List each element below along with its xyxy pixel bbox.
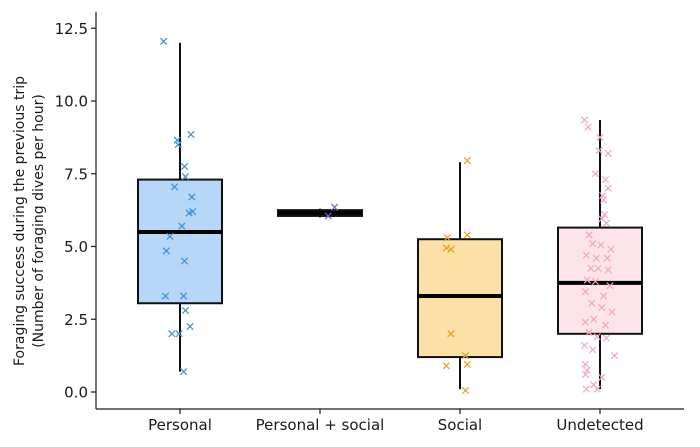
data-point [583,366,591,374]
data-point [581,318,590,326]
data-point [596,133,604,141]
data-point [589,239,597,248]
data-point [601,175,610,184]
data-point [580,116,589,124]
data-point [180,257,189,265]
data-point [607,245,615,254]
data-point [442,244,450,252]
box [417,238,503,359]
data-point [178,222,186,230]
data-point [161,292,170,300]
data-point [175,330,183,338]
data-point [592,254,600,262]
data-point [461,352,470,360]
data-point [584,123,592,131]
data-point [583,276,591,284]
data-point [598,303,606,312]
data-point [591,277,600,286]
data-point [166,232,174,240]
data-point [597,241,605,249]
data-point [602,334,610,342]
data-point [162,247,170,255]
axes [95,12,684,410]
data-point [186,322,194,331]
y-axis-ticks: 0.0 2.5 5.0 7.5 10.0 12.5 [55,20,96,402]
x-tick-label: Personal [148,416,212,434]
data-point [604,184,612,192]
data-point [463,157,471,165]
data-point [585,231,593,239]
data-point [461,386,470,395]
data-point [601,321,610,329]
data-point [582,385,590,393]
data-point [604,149,612,158]
x-tick-label: Social [438,416,482,434]
data-point [170,183,179,191]
y-tick-label: 0.0 [64,384,88,402]
data-point [330,203,339,211]
data-point [589,346,597,354]
y-tick-label: 12.5 [55,20,88,38]
data-point [180,368,188,376]
data-point [587,264,595,272]
data-point [581,370,590,379]
data-point [181,306,190,315]
data-point [463,360,471,368]
data-point [608,308,616,316]
x-tick-label: Undetected [556,416,643,434]
data-point [187,130,195,139]
data-point [598,373,606,382]
y-axis-title-line-2: (Number of foraging dives per hour) [31,94,47,348]
plot-area [137,37,643,395]
data-point [447,245,455,254]
data-point [580,341,589,350]
data-point [443,234,451,242]
data-point [603,254,611,262]
data-point [604,266,612,274]
data-point [447,330,455,338]
data-point [581,360,590,368]
data-point [602,219,610,227]
y-axis-title-line-1: Foraging success during the previous tri… [12,76,28,366]
data-point [181,173,190,181]
y-tick-label: 10.0 [55,93,88,111]
data-point [463,231,471,239]
data-point [324,212,332,220]
data-point [180,162,189,171]
data-point [185,209,193,217]
data-point [581,287,590,296]
data-point [600,196,608,204]
data-point [442,362,450,370]
data-point [180,292,188,300]
data-point [588,299,596,307]
x-tick-label: Personal + social [256,416,385,434]
data-point [159,37,168,45]
y-tick-label: 7.5 [64,165,88,183]
data-point [168,330,176,338]
y-tick-label: 5.0 [64,238,88,256]
data-point [610,352,619,360]
data-point [591,170,600,178]
data-point [600,210,609,219]
y-tick-label: 2.5 [64,311,88,329]
data-point [595,146,603,155]
data-point [593,385,601,393]
data-point [600,292,608,300]
box [137,178,223,305]
data-point [606,282,614,290]
data-point [594,264,602,272]
x-axis-ticks: Personal Personal + social Social Undetecte… [148,409,644,434]
data-point [582,251,590,259]
data-point [188,193,196,201]
data-point [590,315,598,323]
data-point [585,328,593,336]
data-point [174,141,182,149]
data-point [593,333,601,341]
